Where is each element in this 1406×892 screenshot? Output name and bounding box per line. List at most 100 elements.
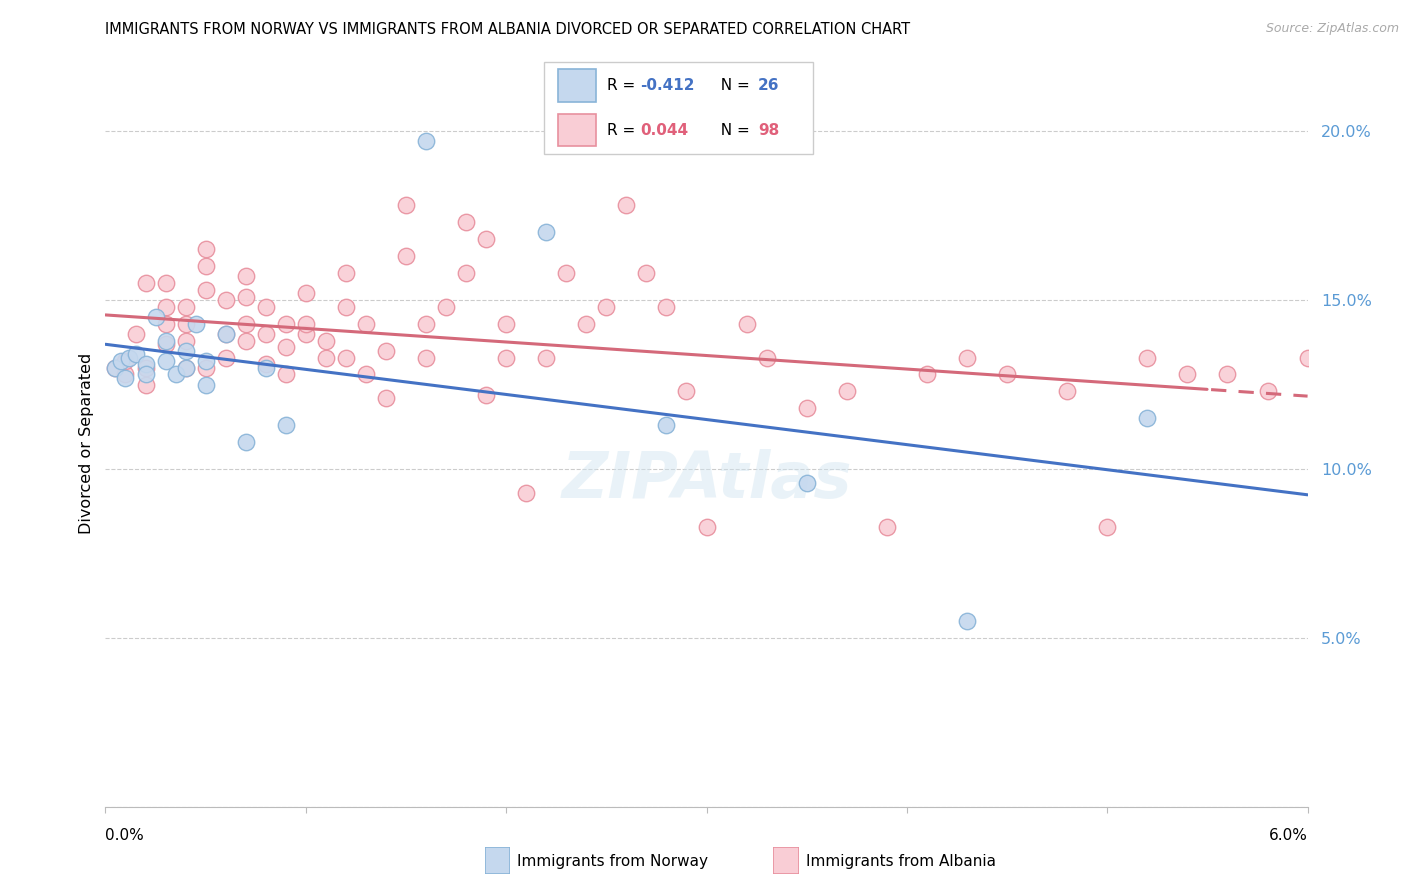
Point — [354, 368, 377, 382]
Text: 6.0%: 6.0% — [1268, 828, 1308, 843]
Point — [118, 351, 141, 365]
Point — [174, 360, 197, 375]
Point — [124, 326, 146, 341]
Point — [495, 317, 517, 331]
Bar — [558, 113, 596, 146]
Point — [235, 435, 257, 450]
Y-axis label: Divorced or Separated: Divorced or Separated — [79, 353, 94, 534]
Text: R =: R = — [607, 122, 640, 137]
Point — [274, 317, 297, 331]
Point — [575, 317, 598, 331]
Point — [534, 226, 557, 240]
Text: Immigrants from Albania: Immigrants from Albania — [806, 855, 995, 869]
Point — [174, 317, 197, 331]
Point — [454, 266, 477, 280]
Point — [235, 334, 257, 348]
Point — [194, 283, 217, 297]
Point — [214, 351, 236, 365]
Point — [415, 134, 437, 148]
Point — [595, 300, 617, 314]
Point — [395, 249, 418, 263]
Point — [214, 293, 236, 307]
Point — [254, 326, 277, 341]
Point — [214, 326, 236, 341]
Point — [114, 368, 136, 382]
Point — [1175, 368, 1198, 382]
Point — [194, 259, 217, 273]
Point — [184, 317, 207, 331]
Point — [995, 368, 1018, 382]
Point — [274, 418, 297, 433]
Point — [254, 360, 277, 375]
Point — [515, 485, 537, 500]
Point — [354, 317, 377, 331]
Point — [1136, 411, 1159, 425]
Point — [254, 300, 277, 314]
Point — [454, 215, 477, 229]
Point — [835, 384, 858, 399]
Bar — [558, 70, 596, 103]
Point — [374, 391, 398, 405]
Point — [194, 360, 217, 375]
Point — [335, 300, 357, 314]
Point — [555, 266, 578, 280]
Point — [194, 377, 217, 392]
Point — [335, 351, 357, 365]
Point — [114, 354, 136, 368]
Point — [315, 351, 337, 365]
Point — [395, 198, 418, 212]
Point — [124, 347, 146, 361]
Point — [796, 475, 818, 490]
Text: 26: 26 — [758, 78, 779, 94]
Point — [174, 360, 197, 375]
Point — [174, 343, 197, 358]
Point — [616, 198, 638, 212]
Point — [135, 357, 157, 371]
Point — [155, 276, 177, 290]
Point — [254, 357, 277, 371]
Point — [755, 351, 778, 365]
Text: 0.0%: 0.0% — [105, 828, 145, 843]
Point — [1296, 351, 1319, 365]
Point — [475, 232, 498, 246]
Point — [295, 326, 318, 341]
Point — [155, 317, 177, 331]
Point — [274, 340, 297, 354]
Point — [295, 317, 318, 331]
Point — [475, 388, 498, 402]
Point — [735, 317, 758, 331]
Point — [155, 334, 177, 348]
Text: 98: 98 — [758, 122, 779, 137]
Point — [796, 401, 818, 416]
Text: IMMIGRANTS FROM NORWAY VS IMMIGRANTS FROM ALBANIA DIVORCED OR SEPARATED CORRELAT: IMMIGRANTS FROM NORWAY VS IMMIGRANTS FRO… — [105, 22, 911, 37]
Text: Source: ZipAtlas.com: Source: ZipAtlas.com — [1265, 22, 1399, 36]
Text: R =: R = — [607, 78, 640, 94]
Point — [235, 269, 257, 284]
Point — [1136, 351, 1159, 365]
Point — [675, 384, 697, 399]
Point — [415, 317, 437, 331]
Text: Immigrants from Norway: Immigrants from Norway — [517, 855, 709, 869]
Point — [956, 615, 979, 629]
Point — [956, 351, 979, 365]
Point — [295, 286, 318, 301]
Point — [696, 519, 718, 533]
Point — [194, 354, 217, 368]
Point — [135, 368, 157, 382]
Point — [235, 290, 257, 304]
Text: -0.412: -0.412 — [640, 78, 695, 94]
Point — [876, 519, 898, 533]
Point — [235, 317, 257, 331]
Point — [495, 351, 517, 365]
Point — [135, 360, 157, 375]
Point — [155, 354, 177, 368]
Point — [1056, 384, 1078, 399]
Point — [114, 371, 136, 385]
Point — [655, 418, 678, 433]
Point — [104, 360, 127, 375]
Point — [1257, 384, 1279, 399]
Point — [155, 337, 177, 351]
Point — [655, 300, 678, 314]
Point — [1097, 519, 1119, 533]
Point — [315, 334, 337, 348]
